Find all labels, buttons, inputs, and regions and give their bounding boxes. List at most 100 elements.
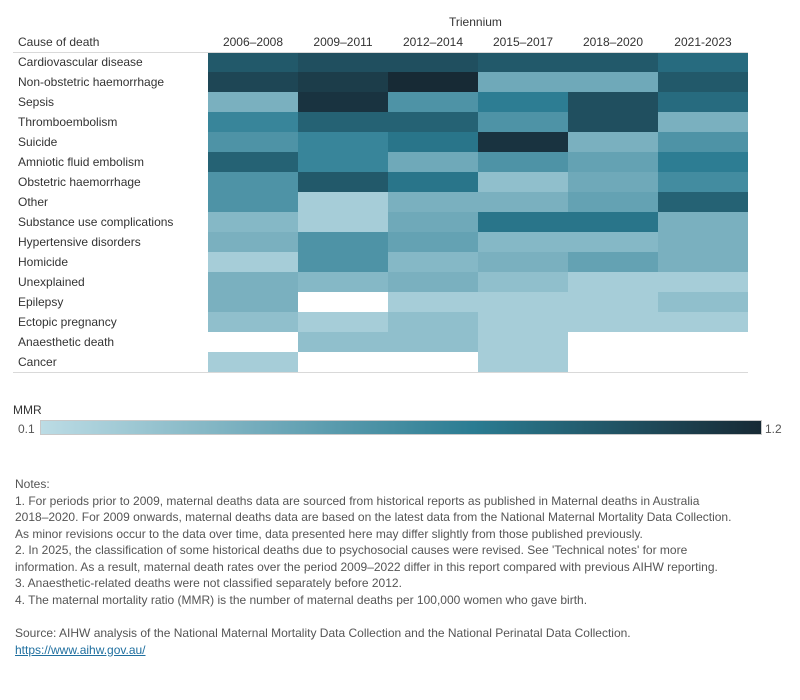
heatmap-cell[interactable]	[298, 132, 388, 152]
source-link[interactable]: https://www.aihw.gov.au/	[15, 642, 146, 657]
heatmap-cell[interactable]	[298, 252, 388, 272]
heatmap-cell[interactable]	[298, 232, 388, 252]
heatmap-cell[interactable]	[208, 252, 298, 272]
heatmap-cell[interactable]	[478, 252, 568, 272]
heatmap-cell[interactable]	[658, 52, 748, 72]
row-label: Sepsis	[18, 95, 55, 109]
heatmap-cell[interactable]	[658, 132, 748, 152]
heatmap-cell[interactable]	[208, 92, 298, 112]
heatmap-cell[interactable]	[388, 332, 478, 352]
heatmap-cell[interactable]	[568, 152, 658, 172]
heatmap-cell[interactable]	[478, 232, 568, 252]
heatmap-cell[interactable]	[568, 132, 658, 152]
heatmap-cell[interactable]	[208, 112, 298, 132]
source-text: Source: AIHW analysis of the National Ma…	[15, 626, 631, 640]
heatmap-cell[interactable]	[298, 152, 388, 172]
heatmap-cell[interactable]	[298, 52, 388, 72]
heatmap-cell[interactable]	[388, 72, 478, 92]
heatmap-cell[interactable]	[298, 312, 388, 332]
heatmap-cell[interactable]	[208, 192, 298, 212]
note-line: 2018–2020. For 2009 onwards, maternal de…	[15, 510, 732, 524]
column-header: 2021-2023	[674, 35, 732, 49]
heatmap-cell[interactable]	[658, 152, 748, 172]
heatmap-cell[interactable]	[478, 92, 568, 112]
heatmap-cell[interactable]	[208, 312, 298, 332]
heatmap-cell[interactable]	[568, 252, 658, 272]
heatmap-cell[interactable]	[568, 312, 658, 332]
heatmap-cell[interactable]	[568, 292, 658, 312]
heatmap-cell[interactable]	[568, 232, 658, 252]
heatmap-cell[interactable]	[208, 72, 298, 92]
heatmap-cell[interactable]	[568, 212, 658, 232]
heatmap-cell[interactable]	[658, 272, 748, 292]
heatmap-cell[interactable]	[208, 292, 298, 312]
heatmap-cell[interactable]	[568, 52, 658, 72]
heatmap-cell[interactable]	[478, 312, 568, 332]
row-label: Obstetric haemorrhage	[18, 175, 141, 189]
heatmap-cell[interactable]	[388, 192, 478, 212]
heatmap-cell[interactable]	[478, 192, 568, 212]
heatmap-cell[interactable]	[478, 352, 568, 372]
heatmap-cell[interactable]	[298, 192, 388, 212]
heatmap-cell[interactable]	[388, 172, 478, 192]
heatmap-cell[interactable]	[208, 212, 298, 232]
heatmap-cell[interactable]	[658, 232, 748, 252]
heatmap-cell[interactable]	[658, 112, 748, 132]
heatmap-cell[interactable]	[298, 272, 388, 292]
heatmap-cell[interactable]	[658, 292, 748, 312]
note-line: 4. The maternal mortality ratio (MMR) is…	[15, 592, 588, 607]
heatmap-cell[interactable]	[208, 152, 298, 172]
heatmap-cell[interactable]	[658, 312, 748, 332]
heatmap-cell[interactable]	[658, 172, 748, 192]
row-label: Non-obstetric haemorrhage	[18, 75, 165, 89]
column-header: 2009–2011	[313, 35, 373, 49]
heatmap-cell[interactable]	[298, 72, 388, 92]
heatmap-cell[interactable]	[568, 112, 658, 132]
row-label: Other	[18, 195, 49, 209]
column-header: 2012–2014	[402, 35, 464, 49]
heatmap-cell[interactable]	[568, 72, 658, 92]
heatmap-cell[interactable]	[388, 132, 478, 152]
heatmap-cell[interactable]	[208, 132, 298, 152]
heatmap-cell[interactable]	[388, 92, 478, 112]
heatmap-cell[interactable]	[208, 272, 298, 292]
heatmap-cell[interactable]	[388, 232, 478, 252]
legend-max-label: 1.2	[765, 422, 782, 436]
heatmap-cell[interactable]	[388, 212, 478, 232]
heatmap-cell[interactable]	[208, 352, 298, 372]
heatmap-cell[interactable]	[478, 292, 568, 312]
heatmap-cell[interactable]	[658, 92, 748, 112]
heatmap-cell[interactable]	[478, 212, 568, 232]
heatmap-cell[interactable]	[658, 192, 748, 212]
heatmap-cell[interactable]	[208, 172, 298, 192]
heatmap-cell[interactable]	[568, 272, 658, 292]
heatmap-cell[interactable]	[478, 52, 568, 72]
heatmap-cell[interactable]	[388, 272, 478, 292]
heatmap-cell[interactable]	[568, 172, 658, 192]
heatmap-cell[interactable]	[298, 112, 388, 132]
heatmap-cell[interactable]	[298, 92, 388, 112]
heatmap-cell[interactable]	[298, 172, 388, 192]
heatmap-cell[interactable]	[658, 252, 748, 272]
heatmap-cell[interactable]	[658, 212, 748, 232]
heatmap-cell[interactable]	[208, 232, 298, 252]
heatmap-cell[interactable]	[478, 132, 568, 152]
heatmap-cell[interactable]	[478, 152, 568, 172]
heatmap-cell[interactable]	[478, 112, 568, 132]
heatmap-cell[interactable]	[568, 192, 658, 212]
heatmap-cell[interactable]	[298, 332, 388, 352]
heatmap-cell[interactable]	[388, 152, 478, 172]
heatmap-cell[interactable]	[478, 72, 568, 92]
heatmap-cell[interactable]	[388, 292, 478, 312]
heatmap-cell[interactable]	[658, 72, 748, 92]
heatmap-cell[interactable]	[388, 312, 478, 332]
heatmap-cell[interactable]	[388, 252, 478, 272]
heatmap-cell[interactable]	[388, 52, 478, 72]
heatmap-cell[interactable]	[208, 52, 298, 72]
heatmap-cell[interactable]	[478, 272, 568, 292]
heatmap-cell[interactable]	[388, 112, 478, 132]
heatmap-cell[interactable]	[568, 92, 658, 112]
heatmap-cell[interactable]	[478, 332, 568, 352]
heatmap-cell[interactable]	[298, 212, 388, 232]
heatmap-cell[interactable]	[478, 172, 568, 192]
